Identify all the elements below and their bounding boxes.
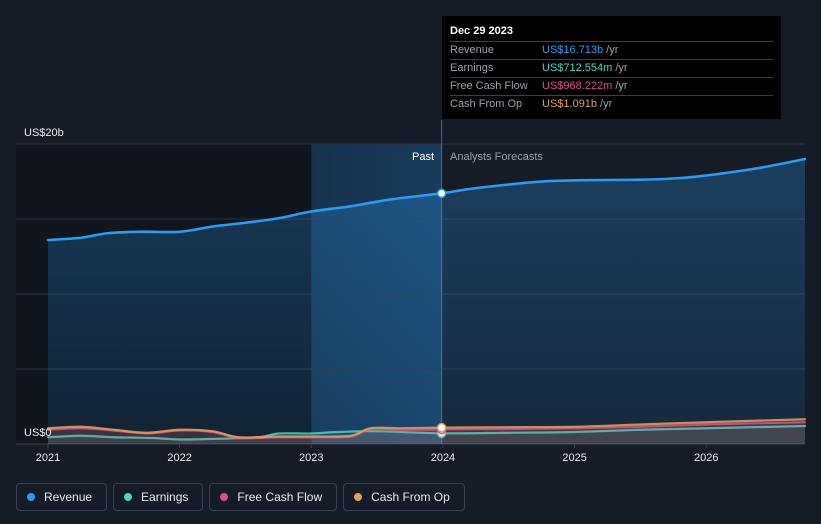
revenue-area [48,159,805,444]
legend-item-cash-from-op[interactable]: Cash From Op [343,483,465,511]
tooltip-date: Dec 29 2023 [450,25,513,37]
revenue-line [46,157,807,242]
tooltip-row-earnings: Earnings US$712.554m /yr [450,59,773,77]
tooltip-row-revenue: Revenue US$16.713b /yr [450,41,773,59]
x-tick-label: 2025 [562,452,586,464]
legend-item-revenue[interactable]: Revenue [16,483,108,511]
cash-from-op-marker [436,422,447,433]
cash-from-op-line [46,418,807,439]
tooltip-label: Cash From Op [450,98,523,110]
tooltip-label: Revenue [450,44,495,56]
legend-label: Cash From Op [371,490,450,504]
past-label: Past [412,151,434,163]
tooltip-row-free-cash-flow: Free Cash Flow US$968.222m /yr [450,77,773,95]
y-axis-bottom-label: US$0 [24,427,52,439]
revenue-marker [436,188,447,199]
legend-label: Revenue [44,490,93,504]
legend-label: Free Cash Flow [237,490,323,504]
legend-item-free-cash-flow[interactable]: Free Cash Flow [209,483,338,511]
earnings-area [48,426,805,444]
tooltip-row-cash-from-op: Cash From Op US$1.091b /yr [450,95,773,113]
x-tick-label: 2026 [694,452,718,464]
data-tooltip: Dec 29 2023 Revenue US$16.713b /yr Earni… [442,16,781,119]
x-tick-label: 2023 [299,452,323,464]
tooltip-unit: /yr [615,80,628,92]
x-tick-label: 2024 [431,452,455,464]
y-axis-top-label: US$20b [24,127,64,139]
legend-label: Earnings [141,490,189,504]
legend-item-earnings[interactable]: Earnings [113,483,204,511]
tooltip-value: US$712.554m [542,62,613,74]
tooltip-value: US$16.713b [542,44,604,56]
tooltip-label: Free Cash Flow [450,80,528,92]
legend-dot-icon [27,493,35,501]
earnings-line [46,424,807,441]
tooltip-label: Earnings [450,62,494,74]
forecast-label: Analysts Forecasts [450,151,543,163]
chart-legend: Revenue Earnings Free Cash Flow Cash Fro… [16,483,465,511]
legend-dot-icon [124,493,133,501]
tooltip-value: US$968.222m [542,80,613,92]
tooltip-unit: /yr [615,62,628,74]
x-tick-label: 2021 [36,452,60,464]
tooltip-unit: /yr [606,44,619,56]
tooltip-unit: /yr [600,98,613,110]
legend-dot-icon [354,493,363,501]
tooltip-value: US$1.091b [542,98,598,110]
x-tick-label: 2022 [167,452,191,464]
legend-dot-icon [220,493,229,501]
